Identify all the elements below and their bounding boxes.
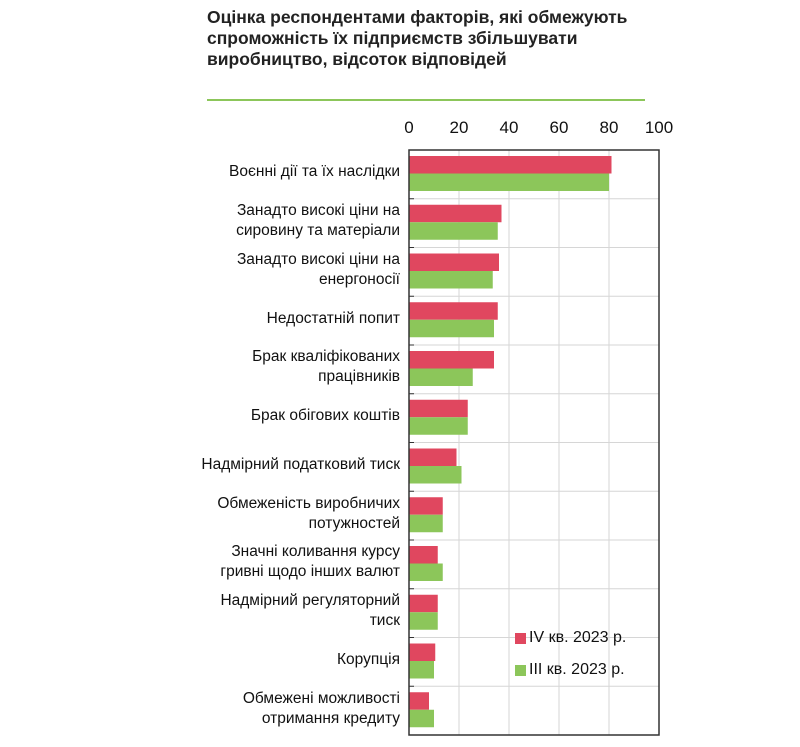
- category-label: Обмежені можливості отримання кредиту: [243, 689, 400, 729]
- category-label: Обмеженість виробничих потужностей: [217, 494, 400, 534]
- legend-label: III кв. 2023 р.: [529, 661, 625, 678]
- bar-q4: [409, 399, 468, 418]
- category-label-line: Обмеженість виробничих: [217, 494, 400, 512]
- category-label-line: працівників: [318, 368, 400, 386]
- category-label-line: Значні коливання курсу: [231, 543, 400, 561]
- category-label: Брак обігових коштів: [251, 406, 400, 426]
- plot-frame: [408, 149, 660, 736]
- category-label: Воєнні дії та їх наслідки: [229, 162, 400, 182]
- bar-q3: [409, 319, 494, 338]
- bar-q4: [409, 351, 494, 369]
- category-label: Корупція: [337, 650, 400, 670]
- bar-q3: [409, 661, 434, 679]
- chart-title: Оцінка респондентами факторів, які обмеж…: [207, 7, 628, 69]
- category-label: Занадто високі ціни на енергоносії: [237, 250, 400, 290]
- category-label-line: Надмірний регуляторний: [220, 592, 400, 610]
- bar-q3: [409, 173, 609, 191]
- category-label-line: потужностей: [308, 514, 400, 532]
- legend: IV кв. 2023 р. III кв. 2023 р.: [515, 622, 626, 686]
- bar-q3: [409, 563, 443, 581]
- bar-q4: [409, 594, 438, 613]
- category-label-line: гривні щодо інших валют: [220, 563, 400, 581]
- category-label-line: тиск: [369, 612, 400, 630]
- category-label-line: Брак обігових коштів: [250, 407, 400, 425]
- bar-q4: [409, 253, 499, 271]
- bar-q3: [409, 709, 434, 728]
- category-label-line: Воєнні дії та їх наслідки: [229, 163, 400, 181]
- category-label-line: Надмірний податковий тиск: [201, 455, 400, 473]
- category-label-line: Обмежені можливості: [242, 689, 400, 707]
- x-tick-label: 0: [404, 118, 414, 137]
- x-tick-label: 80: [599, 118, 619, 137]
- legend-swatch: [515, 632, 526, 644]
- category-label-line: отримання кредиту: [261, 709, 400, 727]
- legend-swatch: [515, 664, 526, 676]
- bar-q4: [409, 204, 502, 223]
- category-label-line: Занадто високі ціни на: [236, 250, 400, 268]
- bar-q4: [409, 497, 443, 515]
- category-label-line: Корупція: [337, 650, 400, 668]
- bar-q4: [409, 302, 498, 320]
- bar-q4: [409, 156, 612, 174]
- category-label: Брак кваліфікованих працівників: [252, 347, 400, 387]
- bar-q3: [409, 271, 493, 289]
- x-tick-label: 60: [549, 118, 569, 137]
- bar-q3: [409, 514, 443, 533]
- category-label: Надмірний регуляторний тиск: [220, 591, 400, 631]
- category-label-line: Недостатній попит: [266, 309, 400, 327]
- bar-q4: [409, 546, 438, 564]
- legend-item-q3: III кв. 2023 р.: [515, 654, 626, 686]
- category-label-line: Брак кваліфікованих: [252, 348, 400, 366]
- category-label: Занадто високі ціни на сировину та матері…: [236, 201, 400, 241]
- bar-q3: [409, 222, 498, 240]
- bar-q3: [409, 417, 468, 435]
- title-underline: [207, 99, 645, 101]
- bar-q4: [409, 448, 457, 466]
- bar-q3: [409, 612, 438, 630]
- legend-item-q4: IV кв. 2023 р.: [515, 622, 626, 654]
- category-label-line: Занадто високі ціни на: [236, 202, 400, 220]
- x-tick-label: 20: [449, 118, 469, 137]
- category-label: Надмірний податковий тиск: [201, 455, 400, 475]
- category-label-line: сировину та матеріали: [236, 222, 400, 240]
- x-tick-label: 100: [644, 118, 674, 137]
- legend-label: IV кв. 2023 р.: [529, 629, 627, 646]
- category-label-line: енергоносії: [318, 270, 400, 288]
- category-label: Недостатній попит: [267, 309, 400, 329]
- bar-q4: [409, 643, 436, 661]
- bar-q4: [409, 692, 429, 710]
- bar-q3: [409, 466, 462, 484]
- bar-q3: [409, 368, 473, 386]
- category-label: Значні коливання курсу гривні щодо інших …: [220, 542, 400, 582]
- x-tick-label: 40: [499, 118, 519, 137]
